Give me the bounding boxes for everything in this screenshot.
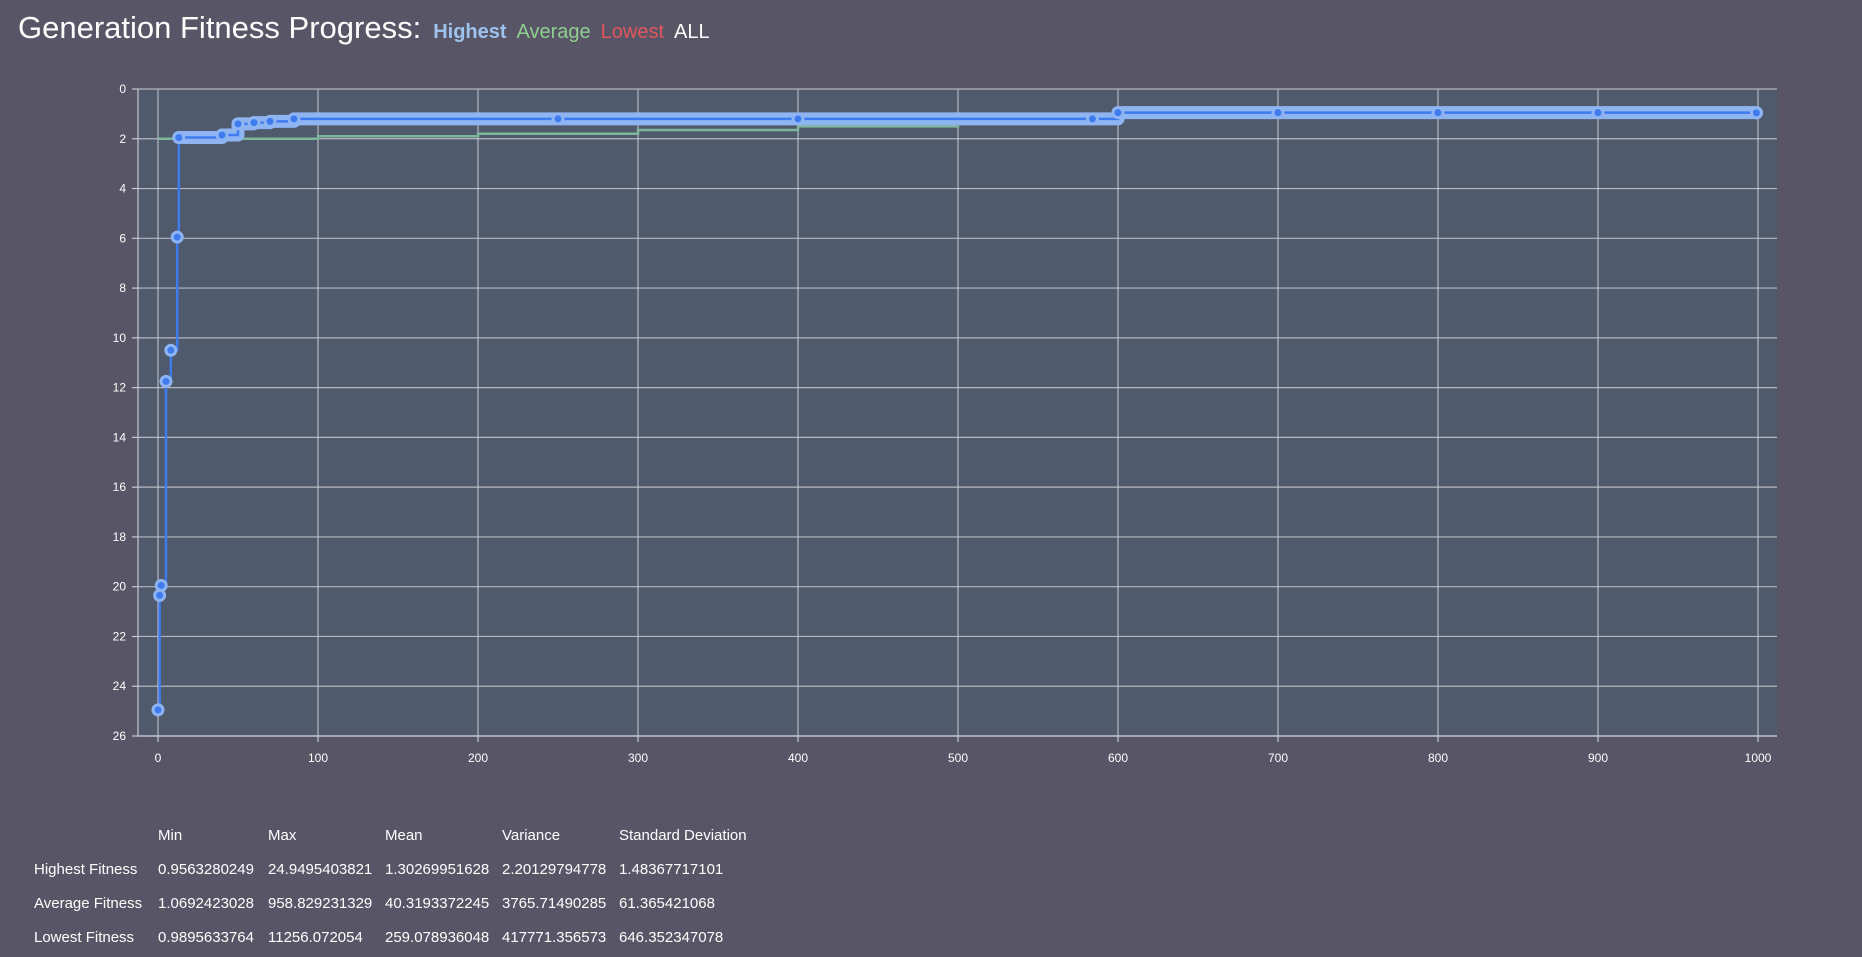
stats-cell-mean: 259.078936048: [385, 928, 490, 946]
x-tick-label: 1000: [1745, 751, 1772, 765]
fitness-stats-table: Min Max Mean Variance Standard Deviation…: [34, 818, 759, 954]
x-tick-label: 700: [1268, 751, 1288, 765]
page-title: Generation Fitness Progress:: [18, 10, 422, 45]
y-tick-label: 12: [113, 381, 127, 395]
stats-cell-variance: 417771.356573: [502, 928, 607, 946]
series-highest-point: [164, 343, 178, 357]
y-tick-label: 22: [113, 629, 127, 643]
stats-cell-max: 11256.072054: [268, 928, 363, 946]
filter-average[interactable]: Average: [516, 21, 591, 43]
series-highest-point: [1749, 106, 1763, 120]
y-tick-label: 4: [119, 182, 126, 196]
stats-header-max: Max: [268, 826, 297, 844]
stats-header-mean: Mean: [385, 826, 423, 844]
stats-cell-max: 24.9495403821: [268, 860, 373, 878]
stats-cell-min: 1.0692423028: [158, 894, 254, 912]
series-highest-point: [172, 131, 186, 145]
series-highest-point: [151, 703, 165, 717]
stats-cell-variance: 3765.71490285: [502, 894, 607, 912]
stats-cell-std-dev: 61.365421068: [619, 894, 715, 912]
series-highest-point: [159, 374, 173, 388]
series-highest-point: [231, 117, 245, 131]
y-tick-label: 14: [113, 430, 127, 444]
stats-cell-min: 0.9895633764: [158, 928, 254, 946]
stats-cell-mean: 40.3193372245: [385, 894, 490, 912]
stats-cell-std-dev: 1.48367717101: [619, 860, 724, 878]
stats-row-highest: Highest Fitness 0.9563280249 24.94954038…: [34, 852, 759, 886]
series-highest-point: [247, 116, 261, 130]
series-highest-point: [287, 112, 301, 126]
chart-header: Generation Fitness Progress: Highest Ave…: [18, 10, 720, 46]
x-tick-label: 900: [1588, 751, 1608, 765]
stats-row-average: Average Fitness 1.0692423028 958.8292313…: [34, 886, 759, 920]
filter-lowest[interactable]: Lowest: [600, 21, 665, 43]
stats-cell-min: 0.9563280249: [158, 860, 254, 878]
series-highest-point: [154, 578, 168, 592]
series-highest-point: [1085, 112, 1099, 126]
filter-highest[interactable]: Highest: [433, 21, 507, 43]
y-tick-label: 24: [113, 679, 127, 693]
y-tick-label: 26: [113, 729, 127, 743]
x-tick-label: 0: [155, 751, 162, 765]
y-tick-label: 20: [113, 580, 127, 594]
x-tick-label: 200: [468, 751, 488, 765]
filter-all[interactable]: ALL: [674, 21, 710, 43]
series-highest-point: [153, 588, 167, 602]
stats-cell-max: 958.829231329: [268, 894, 373, 912]
stats-header-std-dev: Standard Deviation: [619, 826, 747, 844]
stats-row-label: Lowest Fitness: [34, 928, 135, 946]
stats-header-row: Min Max Mean Variance Standard Deviation: [34, 818, 759, 852]
stats-header-variance: Variance: [502, 826, 561, 844]
y-tick-label: 8: [119, 281, 126, 295]
y-tick-label: 16: [113, 480, 127, 494]
stats-cell-variance: 2.20129794778: [502, 860, 607, 878]
series-highest-point: [551, 112, 565, 126]
series-highest-point: [1591, 106, 1605, 120]
x-tick-label: 400: [788, 751, 808, 765]
x-tick-label: 300: [628, 751, 648, 765]
series-highest-point: [215, 128, 229, 142]
y-tick-label: 0: [119, 82, 126, 96]
stats-header-min: Min: [158, 826, 183, 844]
x-tick-label: 800: [1428, 751, 1448, 765]
stats-cell-std-dev: 646.352347078: [619, 928, 724, 946]
y-tick-label: 18: [113, 530, 127, 544]
series-highest-point: [1271, 106, 1285, 120]
stats-row-lowest: Lowest Fitness 0.9895633764 11256.072054…: [34, 920, 759, 954]
series-highest-point: [263, 114, 277, 128]
x-tick-label: 100: [308, 751, 328, 765]
series-highest-point: [1111, 106, 1125, 120]
series-highest-point: [170, 230, 184, 244]
stats-row-label: Highest Fitness: [34, 860, 138, 878]
stats-cell-mean: 1.30269951628: [385, 860, 490, 878]
stats-row-label: Average Fitness: [34, 894, 143, 912]
x-tick-label: 500: [948, 751, 968, 765]
series-highest-point: [1431, 106, 1445, 120]
x-tick-label: 600: [1108, 751, 1128, 765]
series-highest-point: [791, 112, 805, 126]
y-tick-label: 6: [119, 231, 126, 245]
y-tick-label: 2: [119, 132, 126, 146]
stats-header-blank: [34, 818, 158, 852]
y-tick-label: 10: [113, 331, 127, 345]
